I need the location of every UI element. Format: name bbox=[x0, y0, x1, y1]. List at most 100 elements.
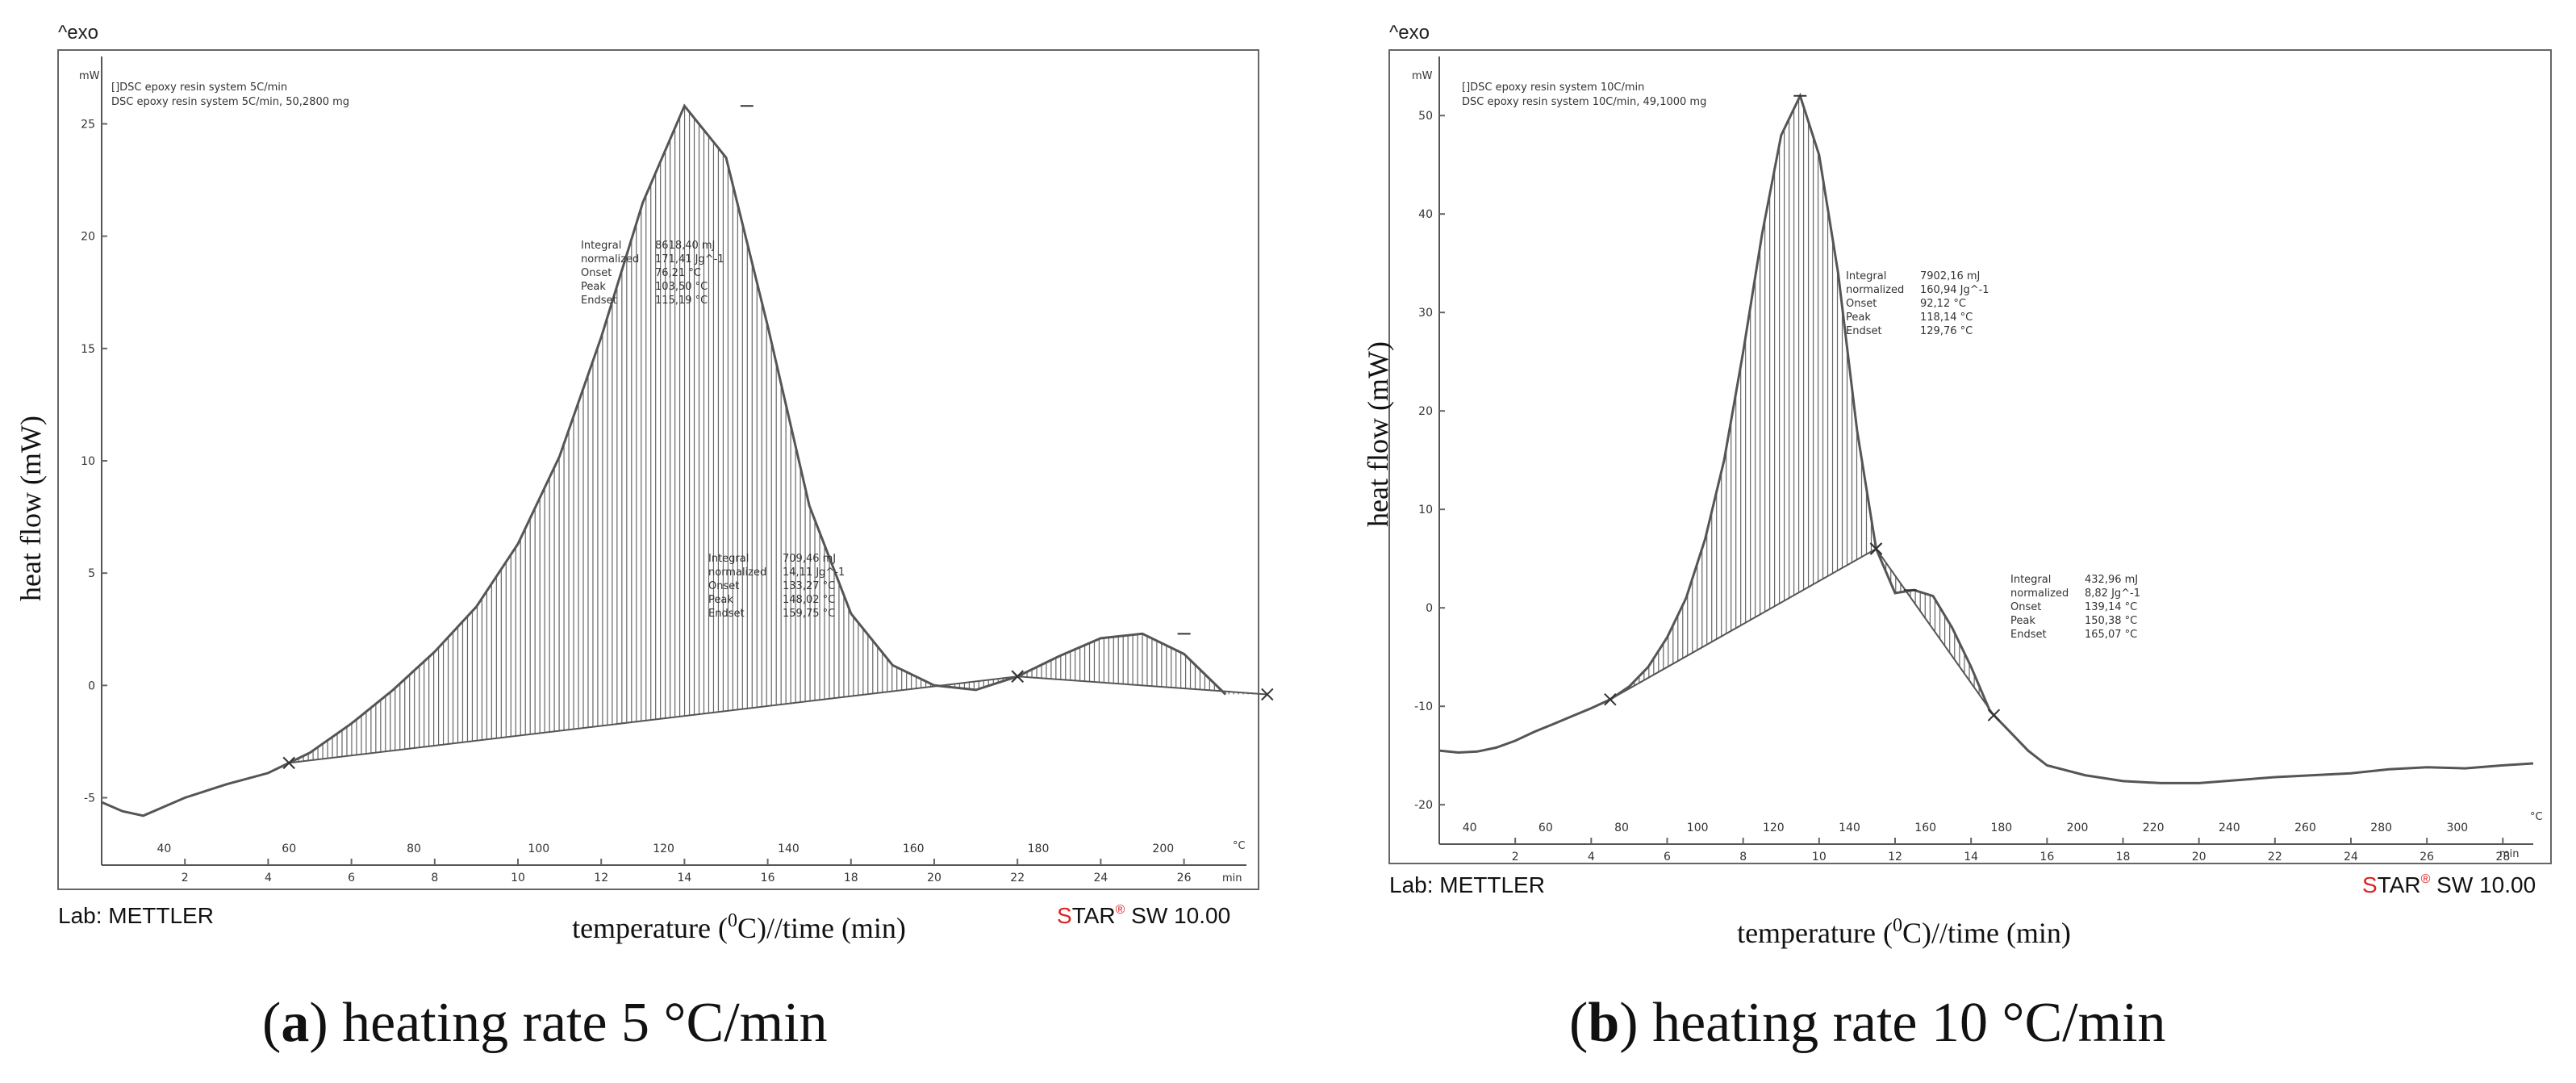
time-tick-label: 26 bbox=[2419, 851, 2434, 863]
time-tick-label: 14 bbox=[677, 872, 691, 884]
box-value: 159,75 °C bbox=[783, 608, 835, 620]
time-tick-label: 18 bbox=[844, 872, 858, 884]
y-tick-label: 25 bbox=[81, 119, 95, 132]
temp-tick-label: 120 bbox=[653, 843, 674, 855]
integration-box-2: Integral 709,46 mJ normalized 14,11 Jg^-1 O… bbox=[708, 553, 845, 620]
time-tick-label: 8 bbox=[431, 872, 438, 884]
y-tick-label: 5 bbox=[88, 567, 95, 580]
y-tick-label: 30 bbox=[1418, 307, 1433, 320]
peak-hatching bbox=[293, 106, 1263, 763]
time-tick-label: 12 bbox=[1888, 851, 1902, 863]
box-value: 150,38 °C bbox=[2085, 615, 2137, 627]
temp-tick-label: 280 bbox=[2370, 822, 2392, 834]
star-registered: ® bbox=[2421, 872, 2431, 886]
temp-tick-label: 60 bbox=[282, 843, 296, 855]
star-rest: SW 10.00 bbox=[2430, 872, 2536, 897]
box-value: 8618,40 mJ bbox=[655, 240, 715, 252]
x-title-post: C)//time (min) bbox=[1902, 917, 2071, 949]
temp-tick-label: 200 bbox=[1152, 843, 1174, 855]
unit-celsius-label: °C bbox=[1233, 840, 1246, 852]
box-key: Integral bbox=[581, 240, 621, 252]
temp-tick-label: 260 bbox=[2294, 822, 2316, 834]
x-axis-title: temperature (0C)//time (min) bbox=[1737, 915, 2071, 949]
peak-markers bbox=[1604, 94, 2001, 721]
box-value: 171,41 Jg^-1 bbox=[655, 253, 724, 266]
plot-frame bbox=[57, 49, 1259, 890]
y-tick-label: -10 bbox=[1414, 700, 1433, 713]
legend-line-1: []DSC epoxy resin system 5C/min bbox=[111, 82, 287, 94]
x-title-post: C)//time (min) bbox=[737, 912, 906, 944]
box-key: Endset bbox=[2010, 629, 2047, 641]
temp-tick-label: 220 bbox=[2143, 822, 2165, 834]
time-tick-label: 8 bbox=[1739, 851, 1747, 863]
temp-tick-label: 160 bbox=[1914, 822, 1936, 834]
limit-marker bbox=[1011, 670, 1024, 683]
box-value: 14,11 Jg^-1 bbox=[783, 567, 845, 579]
time-tick-label: 4 bbox=[1588, 851, 1595, 863]
star-sw-label: STAR® SW 10.00 bbox=[2362, 872, 2536, 897]
star-s: S bbox=[2362, 872, 2378, 897]
y-tick-label: 10 bbox=[81, 455, 95, 468]
star-tar: TAR bbox=[1072, 903, 1116, 928]
time-tick-label: 14 bbox=[1964, 851, 1978, 863]
temp-tick-label: 140 bbox=[1839, 822, 1860, 834]
heat-flow-curve bbox=[1438, 92, 2534, 784]
integration-box-2: Integral 432,96 mJ normalized 8,82 Jg^-1 On… bbox=[2010, 574, 2140, 641]
star-rest: SW 10.00 bbox=[1125, 903, 1230, 928]
exo-label: ^exo bbox=[58, 22, 98, 44]
box-value: 165,07 °C bbox=[2085, 629, 2137, 641]
baseline-1 bbox=[1609, 548, 1877, 700]
temp-tick-label: 180 bbox=[1990, 822, 2012, 834]
box-value: 160,94 Jg^-1 bbox=[1920, 284, 1989, 296]
time-tick-label: 24 bbox=[2344, 851, 2358, 863]
limit-marker bbox=[282, 756, 295, 770]
temp-tick-label: 80 bbox=[407, 843, 421, 855]
box-key: Onset bbox=[2010, 601, 2041, 613]
y-tick-label: 10 bbox=[1418, 504, 1433, 516]
y-tick-label: 0 bbox=[1426, 602, 1433, 615]
temp-tick-label: 140 bbox=[778, 843, 800, 855]
time-tick-label: 20 bbox=[2192, 851, 2207, 863]
y-tick-label: 20 bbox=[81, 231, 95, 244]
y-tick-label: 40 bbox=[1418, 208, 1433, 221]
integration-box-1: Integral 7902,16 mJ normalized 160,94 Jg^-… bbox=[1846, 270, 1989, 337]
temp-tick-label: 300 bbox=[2446, 822, 2468, 834]
box-value: 709,46 mJ bbox=[783, 553, 836, 565]
box-key: Onset bbox=[708, 580, 739, 592]
time-tick-label: 18 bbox=[2116, 851, 2131, 863]
time-tick-label: 4 bbox=[265, 872, 272, 884]
limit-marker bbox=[1869, 542, 1883, 555]
temp-tick-label: 240 bbox=[2219, 822, 2240, 834]
panel-b: ^exo mW []DSC epoxy resin system 10C/min… bbox=[1362, 22, 2552, 1054]
baseline-2 bbox=[1017, 675, 1267, 696]
peak-markers bbox=[282, 105, 1274, 770]
y-axis: -5 0 5 10 15 20 25 bbox=[81, 56, 107, 865]
baselines bbox=[1609, 548, 1995, 716]
lab-label: Lab: METTLER bbox=[58, 903, 214, 928]
integration-box-1: Integral 8618,40 mJ normalized 171,41 Jg^-… bbox=[581, 240, 724, 307]
caption-letter: a bbox=[281, 992, 309, 1054]
box-key: Onset bbox=[1846, 298, 1877, 310]
temp-tick-label: 100 bbox=[1687, 822, 1709, 834]
box-value: 129,76 °C bbox=[1920, 325, 1973, 337]
unit-mw-label: mW bbox=[79, 70, 100, 82]
x-title-pre: temperature ( bbox=[1737, 917, 1893, 949]
box-value: 118,14 °C bbox=[1920, 312, 1973, 324]
box-value: 92,12 °C bbox=[1920, 298, 1966, 310]
box-key: Endset bbox=[581, 295, 617, 307]
y-tick-label: 15 bbox=[81, 343, 95, 356]
box-key: Onset bbox=[581, 267, 612, 279]
caption-letter: b bbox=[1588, 992, 1619, 1054]
temp-tick-label: 60 bbox=[1539, 822, 1553, 834]
box-value: 115,19 °C bbox=[655, 295, 708, 307]
box-key: normalized bbox=[708, 567, 766, 579]
star-tar: TAR bbox=[2378, 872, 2421, 897]
unit-min-label: min bbox=[1222, 872, 1242, 884]
y-tick-label: 50 bbox=[1418, 110, 1433, 123]
time-tick-label: 6 bbox=[348, 872, 355, 884]
caption-b: (b) heating rate 10 °C/min bbox=[1569, 992, 2166, 1054]
y-tick-label: 0 bbox=[88, 679, 95, 692]
